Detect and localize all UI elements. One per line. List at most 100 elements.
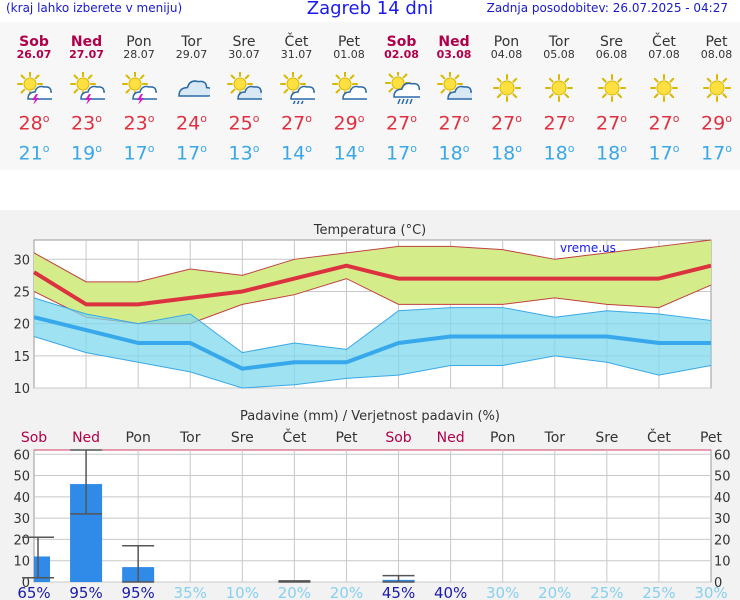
max-temp: 24o <box>176 112 207 135</box>
cloud-icon <box>177 80 210 97</box>
category-label: Sob <box>385 430 411 446</box>
max-temp-band <box>34 240 711 324</box>
sun-icon <box>650 74 678 102</box>
location-menu-hint[interactable]: (kraj lahko izberete v meniju) <box>6 1 183 15</box>
precip-probability: 35% <box>174 584 207 600</box>
rain-cloud-icon <box>384 72 420 104</box>
min-temp: 21o <box>18 142 50 165</box>
y-tick-label-left: 30 <box>13 512 30 527</box>
precipitation-chart-title: Padavine (mm) / Verjetnost padavin (%) <box>240 409 500 424</box>
day-name: Tor <box>181 34 202 50</box>
min-temp: 17o <box>386 142 417 165</box>
category-label: Pon <box>490 430 515 446</box>
precip-probability: 30% <box>694 584 727 600</box>
y-tick-label-right: 40 <box>714 491 731 506</box>
day-date: 08.08 <box>700 48 733 61</box>
charts-panel: Temperatura (°C) 10 15 20 25 30 vreme.us Padavi… <box>0 210 740 600</box>
precip-probability: 45% <box>382 584 415 600</box>
category-label: Čet <box>647 428 671 446</box>
category-label: Pet <box>700 430 723 446</box>
category-label: Tor <box>179 430 201 446</box>
day-column: Sre 06.08 27o 18o <box>586 22 638 170</box>
day-name: Pet <box>705 34 728 50</box>
partly-cloudy-icon <box>437 72 472 100</box>
precipitation-plot-area <box>33 449 712 583</box>
category-label: Sre <box>595 430 618 446</box>
sun-icon <box>597 74 626 102</box>
day-name: Ned <box>438 34 470 50</box>
day-column: Sre 30.07 25o 13o <box>218 22 270 170</box>
y-tick-label: 25 <box>13 285 30 300</box>
day-date: 27.07 <box>69 48 104 61</box>
max-temp-line <box>32 263 712 307</box>
y-tick-label-right: 30 <box>714 512 731 527</box>
category-label: Tor <box>544 430 566 446</box>
y-tick-label-right: 60 <box>714 448 731 463</box>
min-temp: 14o <box>281 142 312 165</box>
max-temp: 29o <box>701 112 732 135</box>
max-temp: 23o <box>123 112 155 135</box>
y-tick-label-right: 0 <box>714 576 722 591</box>
y-tick-label: 15 <box>13 350 30 365</box>
category-label: Sre <box>231 430 254 446</box>
day-date: 05.08 <box>543 48 575 61</box>
sun-icon <box>702 74 731 102</box>
day-column: Čet 07.08 27o 17o <box>638 22 690 170</box>
day-date: 26.07 <box>16 48 52 61</box>
day-date: 29.07 <box>175 48 208 61</box>
precip-probability: 25% <box>642 584 675 600</box>
category-label: Ned <box>72 430 100 446</box>
day-name: Sre <box>600 34 623 50</box>
day-date: 04.08 <box>490 48 523 61</box>
day-name: Čet <box>284 34 309 50</box>
precip-probability: 95% <box>121 584 154 600</box>
storm-icon <box>122 72 157 104</box>
precip-probability: 30% <box>486 584 519 600</box>
min-temp: 17o <box>176 142 207 165</box>
y-tick-label-left: 20 <box>13 533 30 548</box>
sun-icon <box>492 74 521 102</box>
day-column: Pet 01.08 29o 14o <box>323 22 375 170</box>
y-tick-label-left: 0 <box>22 576 30 591</box>
min-temp-band <box>34 297 711 388</box>
max-temp: 27o <box>281 112 312 135</box>
min-temp: 18o <box>596 142 627 165</box>
y-tick-label-left: 60 <box>13 448 30 463</box>
y-tick-label: 20 <box>13 318 30 333</box>
max-temp: 25o <box>228 112 260 135</box>
precip-probability: 25% <box>590 584 623 600</box>
min-temp: 18o <box>438 142 470 165</box>
storm-icon <box>69 72 105 104</box>
max-temp: 28o <box>18 112 50 135</box>
min-temp: 13o <box>228 142 260 165</box>
precip-probability: 10% <box>226 584 259 600</box>
max-temp: 27o <box>648 112 680 135</box>
y-tick-label-left: 40 <box>13 491 30 506</box>
min-temp: 19o <box>71 142 102 165</box>
min-temp: 17o <box>123 142 155 165</box>
day-name: Sob <box>19 34 49 50</box>
min-temp: 14o <box>333 142 365 165</box>
category-label: Pon <box>125 430 150 446</box>
storm-icon <box>17 72 52 104</box>
sun-icon <box>545 74 573 102</box>
max-temp: 23o <box>71 112 102 135</box>
day-name: Tor <box>548 34 570 50</box>
day-date: 31.07 <box>280 48 313 61</box>
category-label: Pet <box>335 430 358 446</box>
max-temp: 27o <box>438 112 470 135</box>
day-name: Pet <box>337 34 361 50</box>
category-label: Čet <box>282 428 306 446</box>
day-column: Pon 28.07 23o 17o <box>113 22 165 170</box>
day-name: Pon <box>493 34 520 50</box>
day-date: 28.07 <box>123 48 155 61</box>
day-column: Ned 27.07 23o 19o <box>61 22 113 170</box>
category-label: Sob <box>21 430 47 446</box>
max-temp: 27o <box>491 112 522 135</box>
day-date: 02.08 <box>384 48 419 61</box>
day-name: Čet <box>652 34 676 50</box>
day-date: 30.07 <box>228 48 260 61</box>
y-tick-label: 10 <box>13 382 30 397</box>
precip-probability: 20% <box>278 584 311 600</box>
max-band-upper <box>33 239 712 283</box>
